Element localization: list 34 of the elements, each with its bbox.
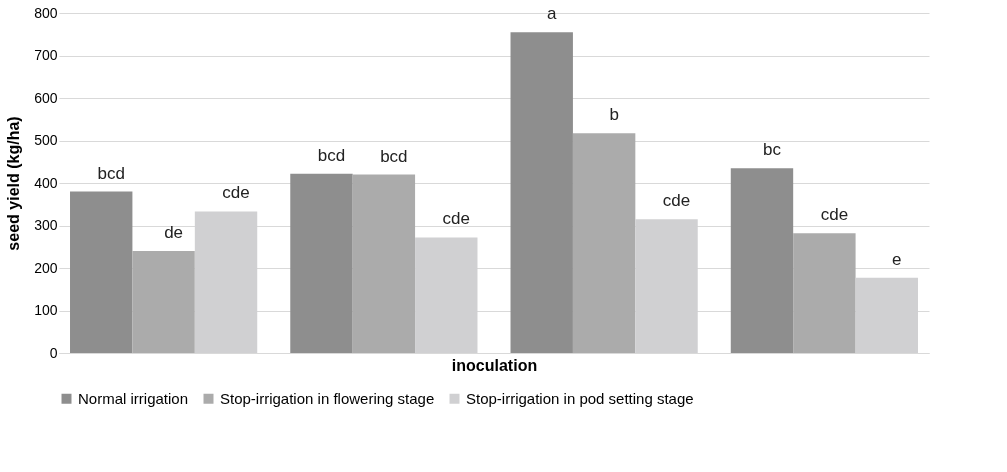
bar [70,191,133,353]
bar [510,32,573,353]
legend-label: Stop-irrigation in pod setting stage [466,389,694,407]
data-label: b [609,105,619,125]
data-label: cde [442,209,470,229]
y-tick-label: 200 [34,259,58,276]
y-tick-label: 0 [49,344,58,361]
y-tick-label: 700 [34,47,58,63]
legend-label: Stop-irrigation in flowering stage [220,389,435,407]
x-axis-title: inoculation [451,356,538,374]
y-tick-label: 800 [34,4,58,21]
bar [132,251,195,353]
data-label: bcd [380,146,408,166]
y-tick-label: 400 [34,174,58,191]
y-tick-label: 300 [34,217,58,233]
y-axis-title: seed yield (kg/ha) [5,116,23,251]
legend-label: Normal irrigation [78,389,189,407]
y-tick-label: 600 [34,89,58,106]
data-label: cde [662,191,691,211]
data-label: cde [222,183,250,203]
bar [572,133,636,353]
bar [352,174,416,353]
data-label: bcd [317,145,346,165]
data-label: cde [820,205,849,225]
y-tick-label: 100 [34,302,58,318]
data-label: a [546,4,557,24]
data-label: bcd [97,163,125,183]
bar [290,173,353,353]
bar [793,233,856,353]
data-label: de [164,223,184,242]
y-tick-label: 500 [34,132,58,148]
data-label: e [892,249,902,269]
bar [730,168,794,353]
data-label: bc [762,140,782,160]
